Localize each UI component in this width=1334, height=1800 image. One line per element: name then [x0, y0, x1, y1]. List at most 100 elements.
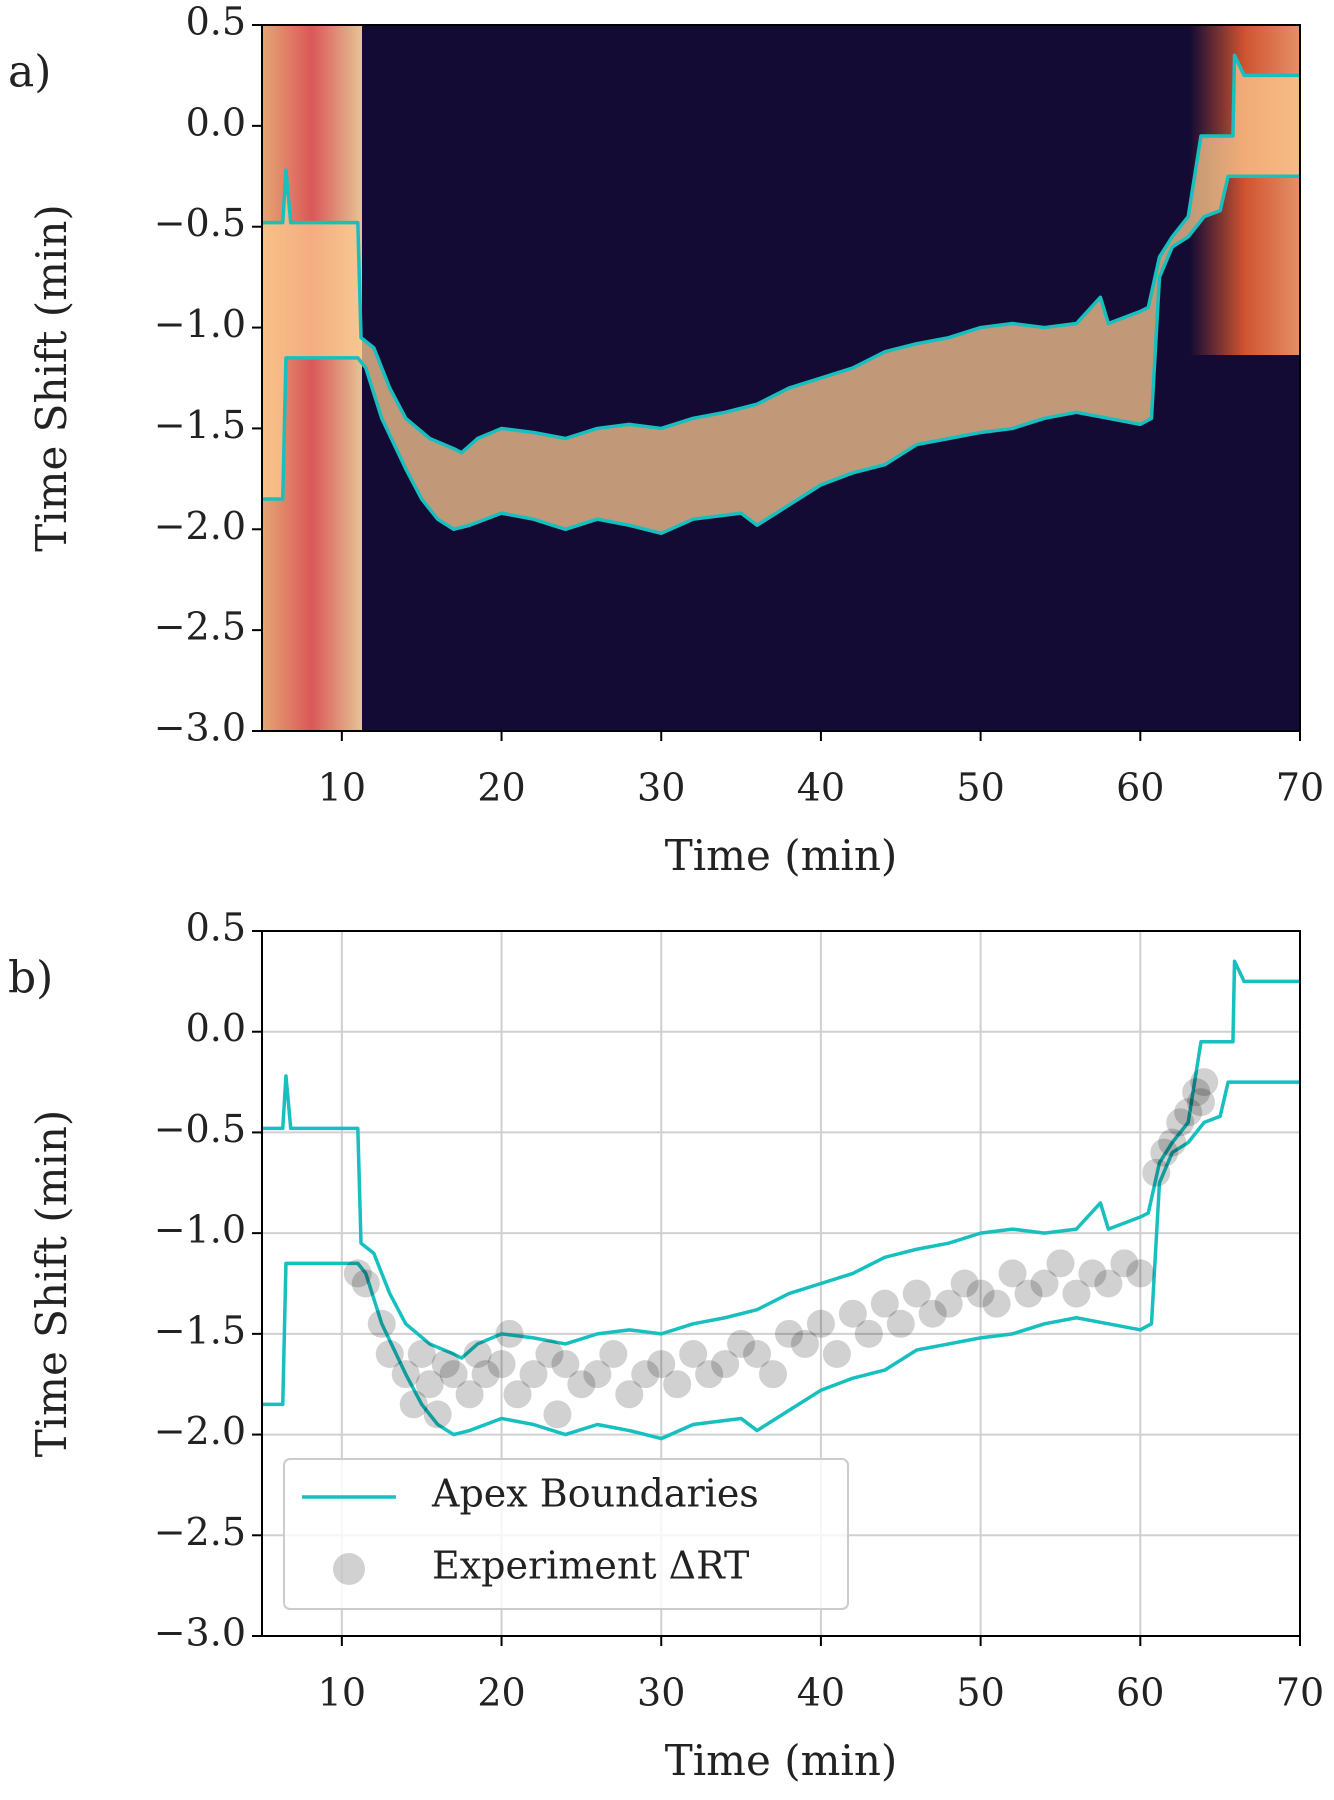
y-tick-label: −0.5: [154, 201, 246, 245]
x-axis-label: Time (min): [665, 1736, 898, 1785]
x-tick-label: 20: [477, 1671, 525, 1715]
scatter-point: [599, 1340, 628, 1368]
panel-label: b): [8, 953, 53, 1004]
y-axis-label: Time Shift (min): [27, 1110, 76, 1458]
scatter-point: [1078, 1259, 1107, 1288]
scatter-point: [854, 1319, 883, 1348]
legend-label: Apex Boundaries: [431, 1472, 759, 1516]
scatter-point: [743, 1340, 772, 1368]
scatter-point: [343, 1259, 372, 1288]
scatter-point: [711, 1350, 740, 1379]
scatter-point: [503, 1380, 532, 1409]
y-tick-label: −2.0: [154, 1409, 246, 1453]
x-tick-label: 10: [318, 1671, 366, 1715]
scatter-point: [1062, 1279, 1091, 1308]
scatter-point: [471, 1360, 500, 1389]
x-tick-label: 70: [1276, 766, 1324, 810]
y-axis-label: Time Shift (min): [27, 204, 76, 552]
scatter-point: [551, 1350, 580, 1379]
scatter-point: [1150, 1138, 1179, 1167]
scatter-point: [759, 1360, 788, 1389]
scatter-point: [439, 1360, 468, 1389]
scatter-point: [535, 1340, 564, 1368]
boundary-line: [262, 959, 1300, 1360]
x-tick-label: 40: [797, 1671, 845, 1715]
scatter-point: [886, 1309, 915, 1338]
heatmap-ridge: [262, 55, 1300, 534]
scatter-point: [543, 1400, 572, 1429]
scatter-point: [631, 1360, 660, 1389]
scatter-point: [870, 1289, 899, 1318]
scatter-point: [415, 1370, 444, 1399]
x-tick-label: 70: [1276, 1671, 1324, 1715]
scatter-point: [1142, 1158, 1171, 1187]
panel-label: a): [8, 47, 51, 98]
scatter-point: [1014, 1279, 1043, 1308]
scatter-point: [1030, 1269, 1059, 1298]
scatter-point: [463, 1340, 492, 1368]
scatter-point: [487, 1350, 516, 1379]
scatter-point: [1174, 1098, 1203, 1127]
scatter-point: [663, 1370, 692, 1399]
scatter-point: [647, 1350, 676, 1379]
scatter-point: [495, 1319, 524, 1348]
x-tick-label: 50: [956, 1671, 1004, 1715]
legend-marker: [333, 1553, 365, 1585]
scatter-point: [790, 1329, 819, 1358]
x-axis-label: Time (min): [665, 831, 898, 880]
y-tick-label: −1.0: [154, 302, 246, 346]
x-tick-label: 50: [956, 766, 1004, 810]
scatter-point: [934, 1289, 963, 1318]
scatter-point: [1190, 1068, 1219, 1097]
plot-area: [262, 25, 1300, 731]
y-tick-label: 0.5: [186, 0, 246, 44]
y-tick-label: 0.5: [186, 906, 246, 950]
plot-area: [262, 931, 1300, 1636]
y-tick-label: −3.0: [154, 1611, 246, 1655]
y-tick-label: −2.5: [154, 1510, 246, 1554]
scatter-point: [982, 1289, 1011, 1318]
scatter-point: [950, 1269, 979, 1298]
scatter-point: [774, 1319, 803, 1348]
scatter-point: [966, 1279, 995, 1308]
scatter-point: [695, 1360, 724, 1389]
scatter-point: [679, 1340, 708, 1368]
x-tick-label: 30: [637, 1671, 685, 1715]
y-tick-label: −0.5: [154, 1107, 246, 1151]
y-tick-label: −3.0: [154, 706, 246, 750]
y-tick-label: 0.0: [186, 1006, 246, 1050]
x-tick-label: 40: [797, 766, 845, 810]
y-tick-label: −2.0: [154, 504, 246, 548]
x-tick-label: 30: [637, 766, 685, 810]
y-tick-label: −1.5: [154, 1308, 246, 1352]
scatter-point: [1094, 1269, 1123, 1298]
boundary-line: [262, 174, 1300, 536]
y-tick-label: −1.5: [154, 403, 246, 447]
scatter-point: [1186, 1088, 1215, 1117]
scatter-point: [1046, 1249, 1075, 1278]
scatter-point: [1182, 1078, 1211, 1107]
scatter-point: [1166, 1108, 1195, 1137]
scatter-point: [727, 1329, 756, 1358]
scatter-point: [375, 1340, 404, 1368]
scatter-point: [1158, 1128, 1187, 1157]
boundary-line: [262, 1080, 1300, 1441]
scatter-point: [822, 1340, 851, 1368]
scatter-point: [806, 1309, 835, 1338]
boundary-line: [262, 53, 1300, 455]
x-tick-label: 20: [477, 766, 525, 810]
scatter-point: [391, 1360, 420, 1389]
scatter-point: [902, 1279, 931, 1308]
scatter-point: [431, 1350, 460, 1379]
scatter-point: [423, 1400, 452, 1429]
x-tick-label: 60: [1116, 1671, 1164, 1715]
axes-frame: [261, 930, 1301, 1637]
scatter-point: [918, 1299, 947, 1328]
legend-box: [283, 1458, 849, 1610]
legend-label: Experiment ΔRT: [432, 1544, 749, 1588]
scatter-point: [455, 1380, 484, 1409]
y-tick-label: −1.0: [154, 1208, 246, 1252]
scatter-point: [519, 1360, 548, 1389]
